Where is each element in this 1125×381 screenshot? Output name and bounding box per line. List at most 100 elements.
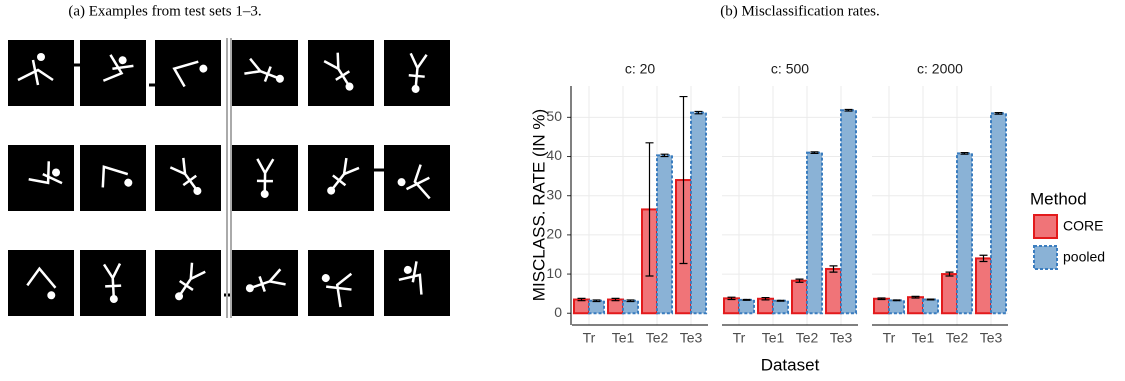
stick-figure bbox=[102, 54, 134, 82]
stick-line bbox=[178, 262, 206, 295]
error-bar bbox=[694, 110, 703, 115]
stick-figure bbox=[323, 52, 354, 91]
y-tick-label: 0 bbox=[554, 304, 562, 320]
stick-head bbox=[109, 294, 118, 303]
y-tick-label: 10 bbox=[546, 265, 562, 281]
x-tick-label: Tr bbox=[883, 330, 896, 346]
stick-line bbox=[17, 59, 54, 86]
bar bbox=[791, 279, 808, 315]
error-bar bbox=[795, 278, 804, 283]
x-tick-label: Te3 bbox=[830, 330, 853, 346]
bar bbox=[772, 299, 789, 315]
y-tick-label: 20 bbox=[546, 226, 562, 242]
x-tick-label: Te3 bbox=[980, 330, 1003, 346]
caption: (a) Examples from test sets 1–3. bbox=[68, 3, 261, 19]
stick-head bbox=[199, 64, 208, 73]
stick-figure bbox=[101, 165, 133, 188]
stick-head bbox=[345, 82, 354, 91]
bar bbox=[922, 298, 939, 315]
error-bar bbox=[829, 265, 838, 273]
error-bar bbox=[626, 299, 635, 303]
error-bar bbox=[960, 152, 969, 155]
stick-head bbox=[193, 186, 202, 195]
bar bbox=[588, 299, 605, 315]
stick-figure bbox=[245, 268, 286, 293]
stick-figure bbox=[408, 52, 428, 93]
stick-line bbox=[26, 266, 57, 289]
facet-title: c: 20 bbox=[625, 61, 656, 77]
stick-line bbox=[101, 165, 129, 188]
stick-figure bbox=[397, 164, 431, 200]
stick-line bbox=[323, 52, 351, 85]
bar bbox=[806, 151, 823, 315]
error-bar bbox=[742, 298, 751, 301]
bar bbox=[873, 297, 890, 315]
x-tick-label: Te3 bbox=[680, 330, 703, 346]
stick-figure bbox=[256, 158, 275, 198]
error-bar bbox=[979, 254, 988, 263]
bar bbox=[723, 297, 740, 315]
stick-line bbox=[102, 54, 134, 82]
x-tick-label: Tr bbox=[733, 330, 746, 346]
stick-head bbox=[118, 56, 127, 65]
bar bbox=[907, 296, 924, 315]
stick-line bbox=[252, 268, 286, 292]
error-bar bbox=[660, 153, 669, 158]
stick-figure bbox=[102, 263, 122, 303]
error-bar bbox=[679, 95, 688, 265]
error-bar bbox=[911, 295, 920, 299]
error-bar bbox=[926, 298, 935, 301]
x-axis-label: Dataset bbox=[761, 355, 820, 374]
error-bar bbox=[592, 299, 601, 303]
x-tick-label: Te1 bbox=[762, 330, 785, 346]
stick-head bbox=[175, 292, 184, 301]
x-tick-label: Te2 bbox=[646, 330, 669, 346]
stick-head bbox=[411, 84, 420, 93]
image-tile bbox=[80, 40, 146, 106]
legend-title: Method bbox=[1030, 189, 1087, 208]
legend-label: CORE bbox=[1063, 218, 1103, 234]
caption: (b) Misclassification rates. bbox=[720, 3, 880, 19]
facet-title: c: 500 bbox=[771, 61, 809, 77]
stick-figure bbox=[169, 157, 202, 195]
error-bar bbox=[727, 296, 736, 301]
bar bbox=[941, 273, 958, 315]
stick-line bbox=[244, 57, 278, 82]
bar bbox=[840, 109, 857, 315]
stick-line bbox=[408, 52, 428, 87]
error-bar bbox=[892, 299, 901, 302]
stick-line bbox=[102, 263, 122, 297]
stick-figure bbox=[26, 266, 57, 300]
image-tile bbox=[155, 40, 221, 106]
image-tile bbox=[8, 145, 74, 211]
error-bar bbox=[810, 151, 819, 154]
bar bbox=[738, 298, 755, 315]
stick-line bbox=[256, 158, 275, 192]
legend-label: pooled bbox=[1063, 249, 1105, 265]
error-bar bbox=[844, 108, 853, 112]
error-bar bbox=[645, 142, 654, 277]
stick-head bbox=[47, 291, 56, 300]
image-tile bbox=[384, 250, 450, 316]
stick-head bbox=[52, 168, 61, 177]
stick-figure bbox=[175, 262, 206, 301]
bar bbox=[825, 267, 842, 315]
stick-head bbox=[275, 74, 284, 83]
stick-figure bbox=[398, 261, 423, 295]
stick-head bbox=[124, 178, 133, 187]
bar bbox=[656, 154, 673, 315]
error-bar bbox=[761, 296, 770, 301]
stick-head bbox=[245, 284, 254, 293]
error-bar bbox=[877, 297, 886, 301]
legend-swatch bbox=[1033, 214, 1058, 239]
x-tick-label: Te2 bbox=[946, 330, 969, 346]
bar bbox=[622, 299, 639, 315]
stick-line bbox=[169, 157, 197, 190]
bar bbox=[956, 152, 973, 315]
error-bar bbox=[945, 271, 954, 277]
stick-figure bbox=[321, 272, 353, 308]
stick-line bbox=[332, 157, 360, 190]
stick-figure bbox=[172, 60, 208, 88]
y-axis-label: MISCLASS. RATE (IN %) bbox=[529, 109, 548, 301]
